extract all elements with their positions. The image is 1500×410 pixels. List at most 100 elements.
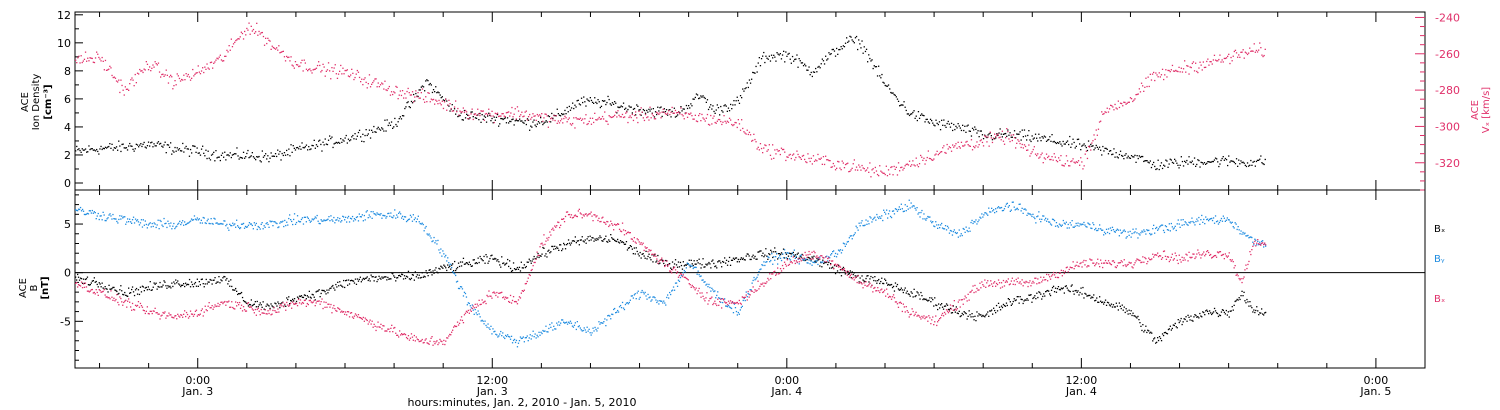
top-series-1-point — [1042, 162, 1044, 164]
bottom-series-By-point — [265, 223, 267, 225]
top-series-1-point — [263, 44, 266, 46]
top-series-1-point — [103, 69, 105, 71]
bottom-series-Bx-point — [517, 268, 520, 270]
top-series-0-point — [165, 152, 167, 154]
top-series-1-point — [1201, 69, 1203, 71]
top-series-0-point — [892, 92, 894, 94]
bottom-series-Bz-point — [197, 314, 199, 316]
bottom-series-Bz-point — [237, 302, 239, 304]
bottom-series-Bx-point — [847, 273, 849, 275]
bottom-series-By-point — [413, 218, 415, 221]
top-series-0-point — [1133, 156, 1135, 158]
bottom-series-By-point — [1014, 209, 1016, 211]
top-series-1-point — [419, 97, 421, 99]
top-series-1-point — [981, 141, 984, 144]
top-series-1-point — [474, 113, 477, 115]
bottom-series-By-point — [418, 221, 420, 223]
top-series-1-point — [1021, 143, 1023, 146]
bottom-series-Bx-point — [994, 309, 996, 312]
top-series-0-point — [731, 108, 733, 110]
bottom-series-Bx-point — [588, 239, 590, 242]
bottom-series-By-point — [125, 223, 127, 225]
bottom-series-By-point — [277, 226, 279, 229]
bottom-series-Bx-point — [232, 289, 234, 291]
bottom-series-Bx-point — [752, 254, 754, 256]
top-series-1-point — [931, 159, 933, 161]
bottom-series-Bx-point — [170, 287, 172, 289]
top-left-tick-label: 2 — [64, 149, 71, 162]
top-series-0-point — [936, 122, 938, 124]
top-series-1-point — [406, 90, 408, 93]
bottom-series-Bx-point — [977, 315, 979, 317]
bottom-series-By-point — [961, 234, 963, 237]
bottom-series-By-point — [551, 322, 553, 324]
top-series-0-point — [1195, 165, 1197, 167]
bottom-series-Bx-point — [612, 238, 614, 240]
top-series-0-point — [378, 128, 380, 130]
bottom-series-Bx-point — [897, 288, 900, 290]
top-series-1-point — [1136, 93, 1138, 96]
bottom-series-By-point — [821, 261, 823, 264]
bottom-series-Bx-point — [904, 287, 906, 289]
top-series-0-point — [893, 93, 895, 96]
top-series-1-point — [724, 120, 726, 122]
top-series-1-point — [901, 166, 903, 168]
bottom-series-By-point — [962, 227, 964, 230]
bottom-series-By-point — [464, 292, 467, 295]
bottom-series-By-point — [676, 285, 679, 287]
bottom-series-By-point — [499, 333, 501, 335]
top-series-0-point — [339, 142, 341, 144]
bottom-series-By-point — [440, 248, 442, 250]
top-series-0-point — [962, 124, 964, 126]
bottom-series-Bx-point — [1141, 329, 1143, 332]
top-series-1-point — [416, 96, 418, 98]
bottom-series-By-point — [717, 291, 719, 293]
bottom-series-By-point — [1038, 211, 1040, 213]
bottom-series-By-point — [1099, 224, 1101, 226]
bottom-series-By-point — [725, 305, 728, 307]
top-series-1-point — [530, 118, 532, 120]
top-series-1-point — [510, 112, 512, 114]
top-series-0-point — [753, 72, 755, 74]
bottom-series-Bx-point — [221, 280, 223, 282]
bottom-series-By-point — [443, 253, 445, 255]
bottom-series-Bx-point — [176, 282, 178, 284]
bottom-series-By-point — [1211, 217, 1213, 220]
top-series-0-point — [372, 131, 374, 133]
top-series-0-point — [212, 153, 214, 155]
top-series-1-point — [590, 123, 593, 125]
top-series-1-point — [194, 73, 196, 75]
bottom-series-Bz-point — [220, 301, 222, 303]
top-series-0-point — [100, 145, 102, 148]
top-series-0-point — [611, 102, 614, 104]
bottom-series-Bx-point — [113, 286, 115, 289]
bottom-series-By-point — [981, 213, 983, 215]
bottom-series-By-point — [622, 307, 625, 309]
bottom-series-Bx-point — [316, 290, 318, 292]
bottom-series-By-point — [835, 256, 838, 258]
bottom-series-By-point — [897, 208, 900, 211]
bottom-series-By-point — [328, 216, 330, 218]
bottom-series-By-point — [1158, 226, 1161, 228]
top-series-0-point — [295, 147, 298, 149]
bottom-series-By-point — [172, 225, 174, 227]
top-series-0-point — [1002, 133, 1005, 135]
bottom-series-By-point — [982, 216, 984, 218]
bottom-series-Bz-point — [194, 310, 197, 312]
top-series-0-point — [157, 141, 160, 143]
top-series-0-point — [392, 127, 394, 129]
top-series-1-point — [325, 70, 327, 72]
bottom-series-Bx-point — [155, 282, 157, 284]
top-series-1-point — [1079, 164, 1081, 166]
bottom-series-By-point — [988, 207, 990, 209]
top-series-1-point — [1076, 161, 1079, 164]
bottom-series-Bz-point — [233, 307, 235, 310]
bottom-series-Bx-point — [355, 283, 358, 285]
top-series-1-point — [830, 166, 832, 168]
top-series-0-point — [266, 158, 268, 160]
bottom-series-By-point — [401, 217, 403, 219]
bottom-series-Bz-point — [287, 304, 289, 306]
top-series-0-point — [889, 88, 891, 90]
bottom-series-Bx-point — [1183, 318, 1185, 320]
top-series-0-point — [424, 90, 426, 92]
